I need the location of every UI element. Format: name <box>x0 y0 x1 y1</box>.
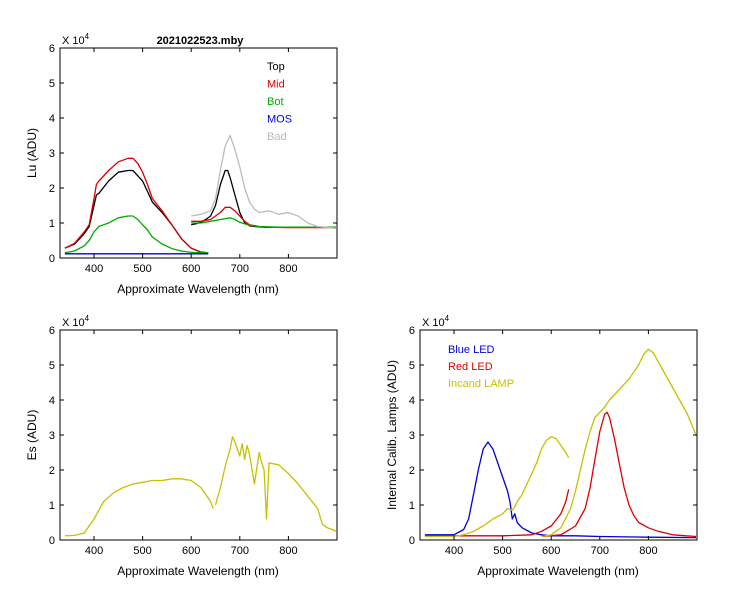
lu-x-tick-label: 400 <box>85 263 103 275</box>
lamps-legend: Blue LED Red LED Incand LAMP <box>448 344 514 390</box>
lu-x-axis-label: Approximate Wavelength (nm) <box>117 282 279 296</box>
lu-series-layer <box>64 134 337 255</box>
lu-series-mid-line <box>64 157 209 254</box>
lu-series-top-line <box>191 169 336 228</box>
lu-series-bot-line <box>64 215 209 254</box>
lu-legend: Top Mid Bot MOS Bad <box>267 61 292 143</box>
es-exponent-label: X 104 <box>62 314 90 329</box>
lamps-x-tick-label: 500 <box>493 545 511 557</box>
lamps-series-red-led-line <box>424 489 570 537</box>
lu-series-top-line <box>64 169 209 254</box>
es-x-tick-label: 800 <box>279 545 297 557</box>
lamps-axis-layer: 400 500 600 700 800 0 1 2 3 4 5 6 <box>409 325 697 557</box>
es-y-tick-label: 6 <box>49 325 55 337</box>
lu-y-tick-label: 6 <box>49 43 55 55</box>
lamps-y-axis-label: Internal Calib. Lamps (ADU) <box>385 360 399 510</box>
lu-legend-mid: Mid <box>267 79 285 91</box>
lamps-x-tick-label: 800 <box>639 545 657 557</box>
es-x-tick-label: 700 <box>231 545 249 557</box>
es-series-es-line <box>214 436 337 532</box>
es-axis-layer: 400 500 600 700 800 0 1 2 3 4 5 6 <box>49 325 337 557</box>
lamps-y-tick-label: 4 <box>409 395 415 407</box>
lu-y-tick-label: 4 <box>49 113 55 125</box>
lu-exponent-label: X 104 <box>62 32 90 47</box>
lu-x-tick-label: 800 <box>279 263 297 275</box>
lamps-y-tick-label: 0 <box>409 535 415 547</box>
lamps-series-red-led-line <box>541 411 697 538</box>
es-x-tick-label: 400 <box>85 545 103 557</box>
lamps-legend-blue-led: Blue LED <box>448 344 495 356</box>
lu-y-tick-label: 0 <box>49 253 55 265</box>
lu-x-tick-label: 700 <box>231 263 249 275</box>
es-y-axis-label: Es (ADU) <box>25 410 39 461</box>
lu-legend-bad: Bad <box>267 131 287 143</box>
es-y-tick-label: 1 <box>49 500 55 512</box>
es-series-layer <box>64 436 337 537</box>
lamps-exponent-label: X 104 <box>422 314 450 329</box>
es-y-tick-label: 0 <box>49 535 55 547</box>
lamps-y-tick-label: 3 <box>409 430 415 442</box>
lamps-legend-red-led: Red LED <box>448 361 493 373</box>
lamps-series-layer <box>424 348 697 539</box>
lu-legend-bot: Bot <box>267 96 284 108</box>
es-plot-frame <box>59 329 338 541</box>
lamps-x-tick-label: 700 <box>591 545 609 557</box>
lu-plot-frame <box>59 47 338 259</box>
lamps-series-incand-lamp-line <box>424 436 570 538</box>
es-y-tick-label: 5 <box>49 360 55 372</box>
lu-legend-mos: MOS <box>267 114 292 126</box>
chart-calib-lamps: 400 500 600 700 800 0 1 2 3 4 5 6 X 104 Internal Ca… <box>385 314 698 578</box>
es-y-tick-label: 4 <box>49 395 55 407</box>
lamps-y-tick-label: 1 <box>409 500 415 512</box>
lu-series-bot-line <box>191 217 336 228</box>
es-x-tick-label: 500 <box>133 545 151 557</box>
lamps-x-tick-label: 400 <box>445 545 463 557</box>
lu-legend-top: Top <box>267 61 285 73</box>
lu-x-tick-label: 500 <box>133 263 151 275</box>
lu-series-bad-line <box>191 134 337 229</box>
chart-lu: 400 500 600 700 800 0 1 2 3 4 5 6 X 104 2021022523.… <box>25 32 338 296</box>
lu-y-axis-label: Lu (ADU) <box>25 128 39 178</box>
es-x-axis-label: Approximate Wavelength (nm) <box>117 564 279 578</box>
lamps-x-tick-label: 600 <box>542 545 560 557</box>
lu-y-tick-label: 1 <box>49 218 55 230</box>
lu-chart-title: 2021022523.mby <box>157 35 245 47</box>
es-y-tick-label: 2 <box>49 465 55 477</box>
lu-y-tick-label: 3 <box>49 148 55 160</box>
lu-y-tick-label: 5 <box>49 78 55 90</box>
lamps-y-tick-label: 2 <box>409 465 415 477</box>
lamps-y-tick-label: 5 <box>409 360 415 372</box>
lamps-y-tick-label: 6 <box>409 325 415 337</box>
lamps-series-blue-led-line <box>424 441 697 539</box>
lamps-legend-incand-lamp: Incand LAMP <box>448 378 514 390</box>
lamps-series-incand-lamp-line <box>541 348 697 538</box>
es-y-tick-label: 3 <box>49 430 55 442</box>
chart-es: 400 500 600 700 800 0 1 2 3 4 5 6 X 104 Es (ADU) Ap… <box>25 314 338 578</box>
es-series-es-line <box>64 478 214 537</box>
lu-y-tick-label: 2 <box>49 183 55 195</box>
lu-axis-layer: 400 500 600 700 800 0 1 2 3 4 5 6 <box>49 43 337 275</box>
lamps-x-axis-label: Approximate Wavelength (nm) <box>477 564 639 578</box>
lu-x-tick-label: 600 <box>182 263 200 275</box>
es-x-tick-label: 600 <box>182 545 200 557</box>
